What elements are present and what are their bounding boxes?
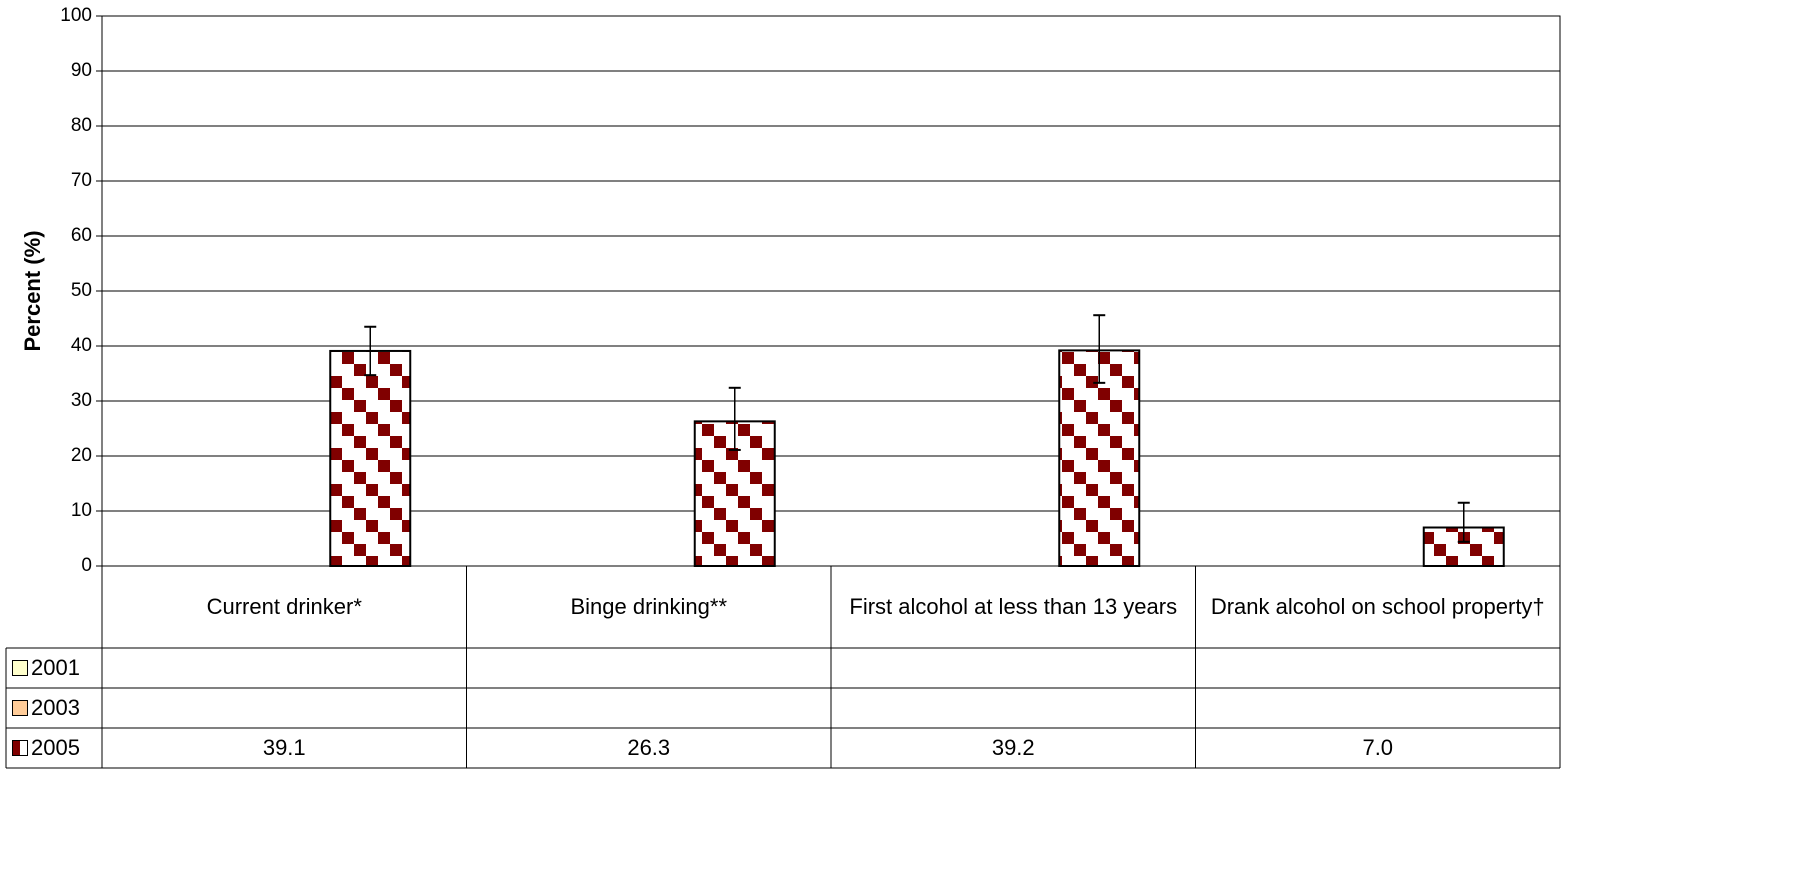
legend-swatch [12, 740, 28, 756]
table-value: 26.3 [627, 735, 671, 760]
bar [329, 349, 412, 568]
legend-label: 2003 [31, 695, 80, 720]
category-label: Drank alcohol on school property† [1210, 594, 1545, 619]
category-label: Binge drinking** [570, 594, 728, 619]
y-tick-label: 70 [71, 170, 92, 191]
legend-label: 2005 [31, 735, 80, 760]
table-value: 39.1 [262, 735, 306, 760]
y-tick-label: 10 [71, 500, 92, 521]
category-label: First alcohol at less than 13 years [849, 594, 1178, 619]
y-tick-label: 100 [60, 5, 92, 26]
y-tick-label: 40 [71, 335, 92, 356]
y-tick-label: 0 [81, 555, 92, 576]
bar [1058, 349, 1141, 567]
table-value: 39.2 [991, 735, 1035, 760]
legend-entry: 2003 [6, 688, 102, 728]
category-label: Current drinker* [206, 594, 362, 619]
y-tick-label: 20 [71, 445, 92, 466]
legend-entry: 2001 [6, 648, 102, 688]
y-axis-label: Percent (%) [20, 230, 45, 351]
y-tick-label: 60 [71, 225, 92, 246]
y-tick-label: 50 [71, 280, 92, 301]
table-value: 7.0 [1362, 735, 1394, 760]
legend-entry: 2005 [6, 728, 102, 768]
y-tick-label: 90 [71, 60, 92, 81]
y-tick-label: 80 [71, 115, 92, 136]
legend-swatch [12, 660, 28, 676]
legend-label: 2001 [31, 655, 80, 680]
y-tick-label: 30 [71, 390, 92, 411]
legend-swatch [12, 700, 28, 716]
